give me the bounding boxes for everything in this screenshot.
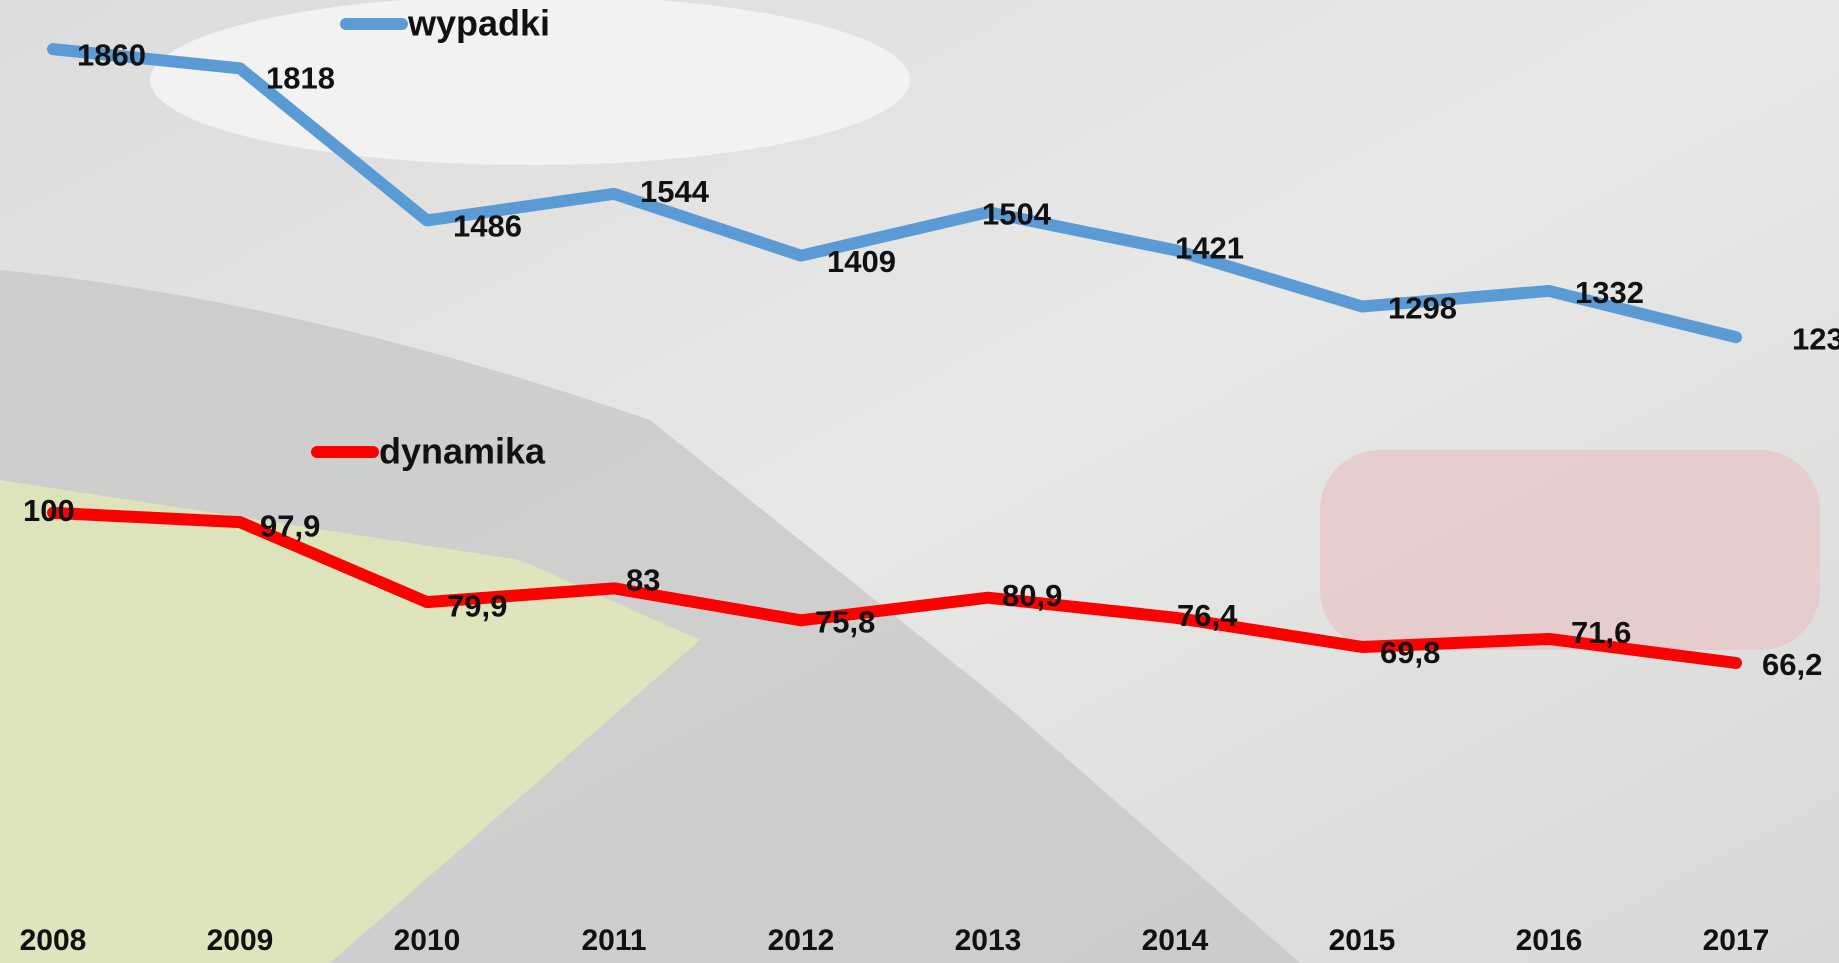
x-tick-label: 2010 — [394, 924, 461, 957]
data-label: 1421 — [1175, 230, 1244, 265]
data-label: 1818 — [266, 61, 335, 96]
x-tick-label: 2013 — [955, 924, 1022, 957]
legend-label: dynamika — [379, 431, 546, 472]
data-label: 97,9 — [260, 508, 320, 543]
x-tick-label: 2012 — [768, 924, 835, 957]
data-label: 75,8 — [815, 605, 875, 640]
data-label: 1231 — [1792, 321, 1839, 356]
data-label: 1332 — [1575, 275, 1644, 310]
data-label: 83 — [626, 563, 660, 598]
data-label: 1504 — [982, 196, 1052, 231]
x-tick-label: 2014 — [1142, 924, 1209, 957]
x-tick-label: 2015 — [1329, 924, 1396, 957]
data-label: 80,9 — [1002, 578, 1062, 613]
x-tick-label: 2016 — [1516, 924, 1583, 957]
data-label: 71,6 — [1571, 615, 1631, 650]
data-label: 100 — [23, 493, 75, 528]
data-label: 1544 — [640, 174, 710, 209]
series-line — [47, 506, 1742, 669]
x-tick-label: 2009 — [207, 924, 274, 957]
data-label: 1486 — [453, 209, 522, 244]
data-label: 1409 — [827, 244, 896, 279]
background-car — [1320, 450, 1820, 650]
data-label: 69,8 — [1380, 635, 1440, 670]
data-label: 76,4 — [1177, 598, 1238, 633]
legend-label: wypadki — [407, 3, 550, 44]
series-line — [47, 43, 1742, 344]
x-tick-label: 2008 — [20, 924, 87, 957]
background-cap — [150, 0, 910, 165]
x-tick-label: 2011 — [581, 924, 646, 957]
x-tick-label: 2017 — [1703, 924, 1770, 957]
data-label: 1860 — [77, 37, 146, 72]
data-label: 79,9 — [447, 588, 507, 623]
data-label: 66,2 — [1762, 647, 1822, 682]
data-label: 1298 — [1388, 291, 1457, 326]
